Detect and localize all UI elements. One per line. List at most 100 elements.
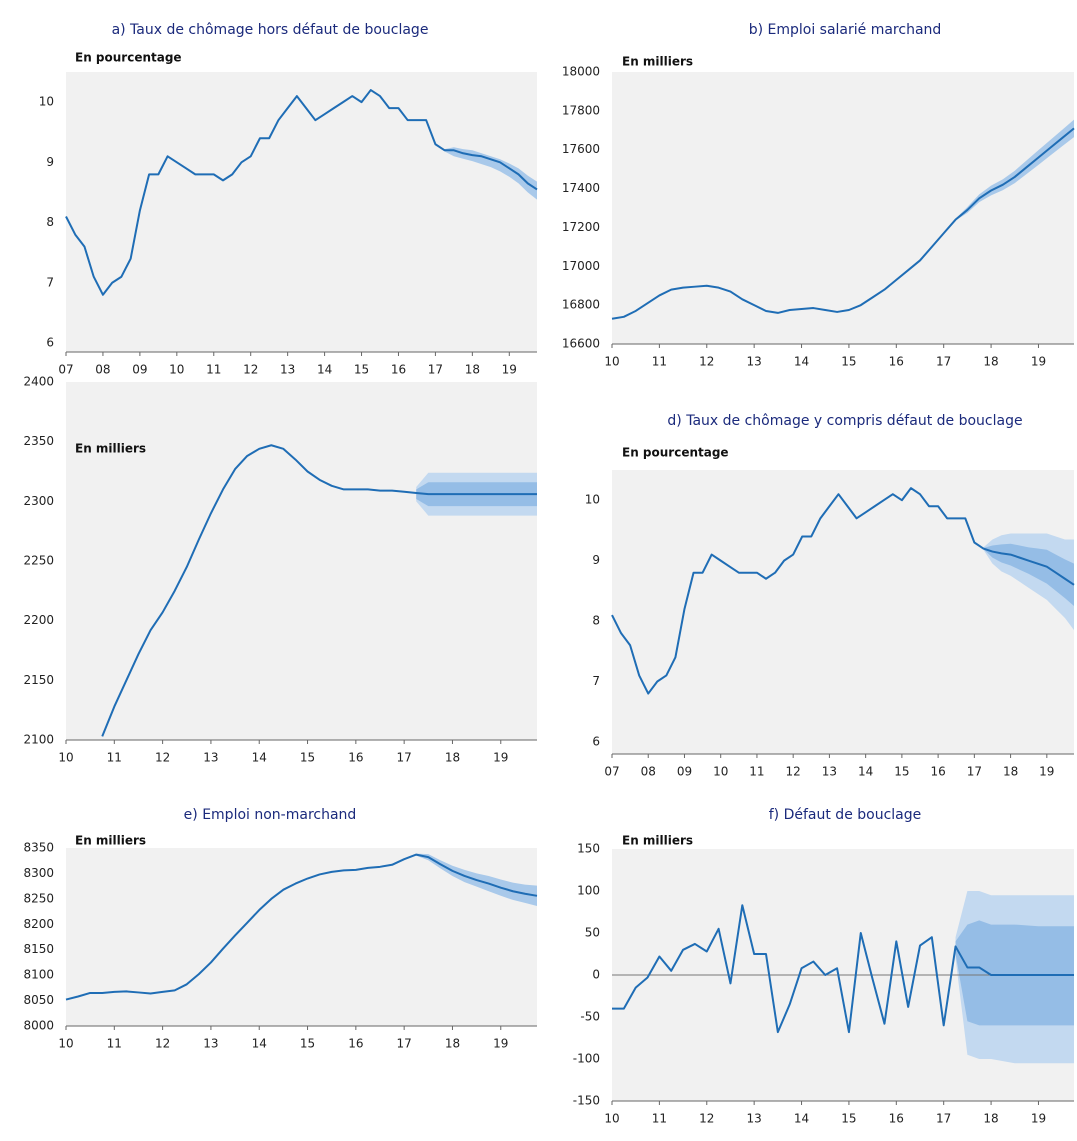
x-tick-label: 19 — [502, 363, 517, 377]
x-tick-label: 13 — [747, 355, 762, 369]
y-tick-label: 9 — [592, 553, 600, 567]
y-tick-label: 2200 — [23, 613, 54, 627]
x-tick-label: 17 — [397, 751, 412, 765]
x-tick-label: 10 — [604, 1112, 619, 1126]
x-tick-label: 12 — [699, 355, 714, 369]
x-tick-label: 14 — [794, 355, 809, 369]
y-tick-label: 8200 — [23, 917, 54, 931]
y-tick-label: 17400 — [562, 181, 600, 195]
y-tick-label: 8300 — [23, 866, 54, 880]
x-tick-label: 12 — [699, 1112, 714, 1126]
unit-label: En milliers — [75, 834, 146, 848]
x-tick-label: 10 — [58, 751, 73, 765]
x-tick-label: 11 — [749, 765, 764, 779]
x-tick-label: 17 — [936, 355, 951, 369]
x-tick-label: 14 — [858, 765, 873, 779]
plot-area — [612, 72, 1074, 344]
x-tick-label: 18 — [983, 355, 998, 369]
x-tick-label: 12 — [243, 363, 258, 377]
y-tick-label: 7 — [46, 275, 54, 289]
y-tick-label: 150 — [577, 842, 600, 856]
data-line — [65, 853, 538, 1001]
x-tick-label: 18 — [445, 751, 460, 765]
y-tick-label: 8350 — [23, 841, 54, 855]
x-tick-label: 13 — [822, 765, 837, 779]
chart-title: a) Taux de chômage hors défaut de boucla… — [112, 22, 429, 38]
x-tick-label: 19 — [493, 1037, 508, 1051]
y-tick-label: 17600 — [562, 142, 600, 156]
y-tick-label: 18000 — [562, 65, 600, 79]
x-tick-label: 11 — [107, 1037, 122, 1051]
unit-label: En pourcentage — [622, 446, 729, 460]
x-tick-label: 15 — [841, 1112, 856, 1126]
y-tick-label: 8000 — [23, 1019, 54, 1033]
y-tick-label: 2350 — [23, 434, 54, 448]
x-tick-label: 10 — [713, 765, 728, 779]
data-line — [611, 127, 1075, 320]
x-tick-label: 11 — [107, 751, 122, 765]
x-tick-label: 15 — [841, 355, 856, 369]
x-tick-label: 09 — [132, 363, 147, 377]
x-tick-label: 12 — [155, 751, 170, 765]
x-tick-label: 10 — [169, 363, 184, 377]
chart-title: e) Emploi non-marchand — [184, 807, 357, 823]
unit-label: En milliers — [622, 834, 693, 848]
x-tick-label: 08 — [641, 765, 656, 779]
x-tick-label: 14 — [252, 751, 267, 765]
x-tick-label: 14 — [317, 363, 332, 377]
x-tick-label: 13 — [280, 363, 295, 377]
x-tick-label: 13 — [747, 1112, 762, 1126]
data-line — [612, 904, 1074, 1034]
y-tick-label: 8050 — [23, 993, 54, 1007]
x-tick-label: 17 — [967, 765, 982, 779]
y-tick-label: 16800 — [562, 298, 600, 312]
data-line — [611, 487, 1075, 695]
forecast-band — [983, 543, 1074, 606]
y-tick-label: 2400 — [23, 375, 54, 389]
x-tick-label: 15 — [894, 765, 909, 779]
x-tick-label: 07 — [58, 363, 73, 377]
x-tick-label: 14 — [794, 1112, 809, 1126]
x-tick-label: 16 — [889, 355, 904, 369]
y-tick-label: 9 — [46, 155, 54, 169]
x-tick-label: 11 — [206, 363, 221, 377]
y-tick-label: 17200 — [562, 220, 600, 234]
plot-area — [66, 72, 537, 352]
forecast-band — [955, 920, 1074, 1026]
y-tick-label: 6 — [46, 335, 54, 349]
x-tick-label: 15 — [354, 363, 369, 377]
x-tick-label: 16 — [348, 1037, 363, 1051]
y-tick-label: 17800 — [562, 103, 600, 117]
chart-title: d) Taux de chômage y compris défaut de b… — [667, 413, 1022, 429]
x-tick-label: 12 — [155, 1037, 170, 1051]
x-tick-label: 17 — [397, 1037, 412, 1051]
x-tick-label: 13 — [203, 1037, 218, 1051]
x-tick-label: 15 — [300, 1037, 315, 1051]
x-tick-label: 19 — [493, 751, 508, 765]
x-tick-label: 17 — [428, 363, 443, 377]
x-tick-label: 18 — [1003, 765, 1018, 779]
x-tick-label: 07 — [604, 765, 619, 779]
plot-area — [612, 470, 1074, 754]
x-tick-label: 18 — [445, 1037, 460, 1051]
y-tick-label: 17000 — [562, 259, 600, 273]
y-tick-label: 2100 — [23, 733, 54, 747]
y-tick-label: 100 — [577, 884, 600, 898]
x-tick-label: 14 — [252, 1037, 267, 1051]
chart-title: f) Défaut de bouclage — [769, 807, 922, 823]
y-tick-label: 8 — [592, 614, 600, 628]
y-tick-label: -150 — [573, 1094, 600, 1108]
unit-label: En milliers — [622, 55, 693, 69]
y-tick-label: 8250 — [23, 891, 54, 905]
x-tick-label: 15 — [300, 751, 315, 765]
y-tick-label: -50 — [580, 1010, 600, 1024]
x-tick-label: 08 — [95, 363, 110, 377]
y-tick-label: 10 — [39, 95, 54, 109]
x-tick-label: 13 — [203, 751, 218, 765]
unit-label: En pourcentage — [75, 51, 182, 65]
y-tick-label: 8150 — [23, 942, 54, 956]
y-tick-label: 8 — [46, 215, 54, 229]
y-tick-label: 6 — [592, 734, 600, 748]
x-tick-label: 16 — [391, 363, 406, 377]
